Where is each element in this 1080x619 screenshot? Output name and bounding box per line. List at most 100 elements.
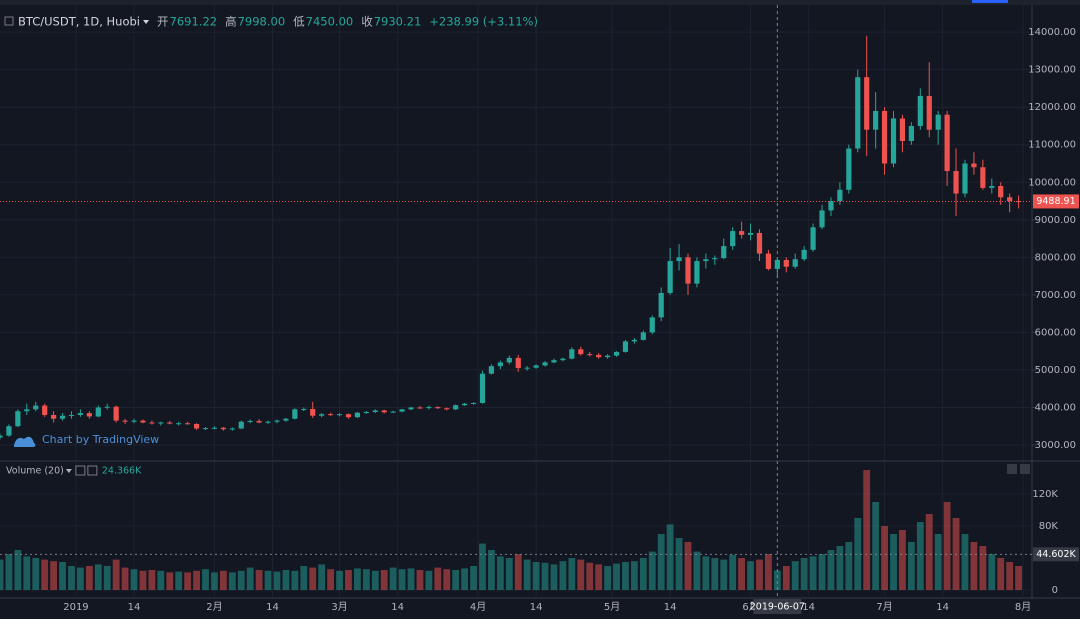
volume-bar	[818, 554, 826, 590]
candle-body	[962, 163, 968, 194]
y-tick-label: 11000.00	[1028, 140, 1076, 151]
candle-body	[944, 114, 950, 172]
candle-body	[68, 414, 75, 416]
candle-body	[435, 407, 441, 409]
volume-bar	[899, 530, 906, 590]
candle-body	[971, 163, 977, 168]
candle-body	[1015, 201, 1022, 203]
candle-body	[604, 355, 611, 358]
volume-bar	[184, 572, 192, 590]
candle-body	[265, 421, 271, 423]
volume-bar	[452, 570, 460, 590]
candle-body	[1007, 197, 1013, 202]
candle-body	[631, 339, 637, 342]
crosshair-date-box	[753, 599, 802, 614]
candle-body	[926, 95, 932, 130]
volume-bar	[246, 567, 254, 590]
candle-body	[837, 189, 843, 202]
volume-bar	[907, 542, 915, 590]
volume-bar	[282, 570, 290, 590]
volume-bar	[622, 562, 629, 590]
candle-body	[310, 408, 316, 416]
y-tick-label: 4000.00	[1035, 402, 1076, 413]
volume-bar	[934, 534, 942, 590]
candle-body	[408, 407, 414, 410]
candle-body	[462, 403, 468, 406]
watermark: Chart by TradingView	[42, 433, 159, 446]
volume-bar	[389, 567, 397, 590]
candle-body	[899, 118, 906, 141]
volume-tick-label: 120K	[1032, 489, 1058, 500]
candle-body	[613, 351, 620, 356]
toolbar-button	[972, 0, 1008, 3]
candle-body	[980, 167, 986, 188]
candle-body	[444, 408, 450, 410]
candle-body	[167, 422, 173, 424]
volume-bar	[157, 570, 165, 590]
candle-body	[274, 420, 280, 422]
candle-body	[211, 427, 218, 429]
volume-bar	[675, 538, 683, 590]
crosshair-date-label: 2019-06-07	[750, 602, 805, 613]
candle-body	[560, 358, 566, 361]
candle-body	[417, 407, 423, 409]
candle-body	[703, 259, 709, 262]
volume-bar	[961, 534, 969, 590]
volume-bar	[211, 572, 218, 590]
candle-body	[399, 409, 405, 412]
x-tick-label: 2月	[206, 601, 222, 613]
volume-bar	[720, 559, 728, 590]
volume-bar	[327, 569, 334, 590]
x-tick-label: 14	[128, 602, 141, 613]
volume-bar	[702, 556, 710, 590]
volume-marker-box	[1033, 547, 1079, 562]
candle-body	[640, 332, 646, 340]
candle-body	[15, 411, 21, 427]
candle-body	[185, 423, 191, 425]
candle-body	[238, 421, 244, 429]
candle-body	[292, 409, 298, 419]
candle-body	[721, 246, 727, 259]
candle-body	[524, 367, 530, 369]
y-tick-label: 10000.00	[1028, 177, 1076, 188]
candle-body	[587, 354, 593, 356]
candle-body	[596, 354, 602, 358]
candle-body	[336, 414, 343, 416]
volume-bar	[800, 558, 808, 590]
ohlc-label: 高	[225, 15, 237, 29]
volume-bar	[488, 550, 495, 590]
candle-body	[345, 414, 352, 418]
volume-bar	[85, 566, 93, 590]
volume-tick-label: 0	[1052, 585, 1058, 596]
volume-bar	[121, 567, 129, 590]
volume-bar	[541, 562, 549, 590]
candle-body	[792, 259, 798, 267]
candle-body	[917, 95, 923, 126]
volume-bar	[890, 534, 897, 590]
volume-bar	[523, 559, 531, 590]
candle-body	[24, 409, 30, 412]
candle-body	[676, 257, 682, 262]
candle-body	[935, 114, 941, 130]
candle-body	[998, 186, 1004, 198]
volume-bar	[443, 569, 451, 590]
ohlc-value: 7450.00	[306, 15, 354, 29]
volume-bar	[94, 564, 102, 590]
candle-body	[59, 415, 66, 419]
volume-bar	[979, 546, 987, 590]
volume-title: Volume (20)	[6, 466, 64, 477]
candle-body	[488, 366, 495, 374]
candle-body	[667, 261, 673, 293]
candle-body	[533, 365, 539, 368]
candle-body	[77, 413, 84, 415]
candle-body	[747, 232, 754, 235]
volume-bar	[362, 569, 370, 590]
candle-body	[551, 360, 557, 363]
volume-bar	[916, 522, 924, 590]
volume-tick-label: 80K	[1039, 521, 1059, 532]
volume-bar	[639, 558, 647, 590]
candle-body	[890, 118, 897, 164]
